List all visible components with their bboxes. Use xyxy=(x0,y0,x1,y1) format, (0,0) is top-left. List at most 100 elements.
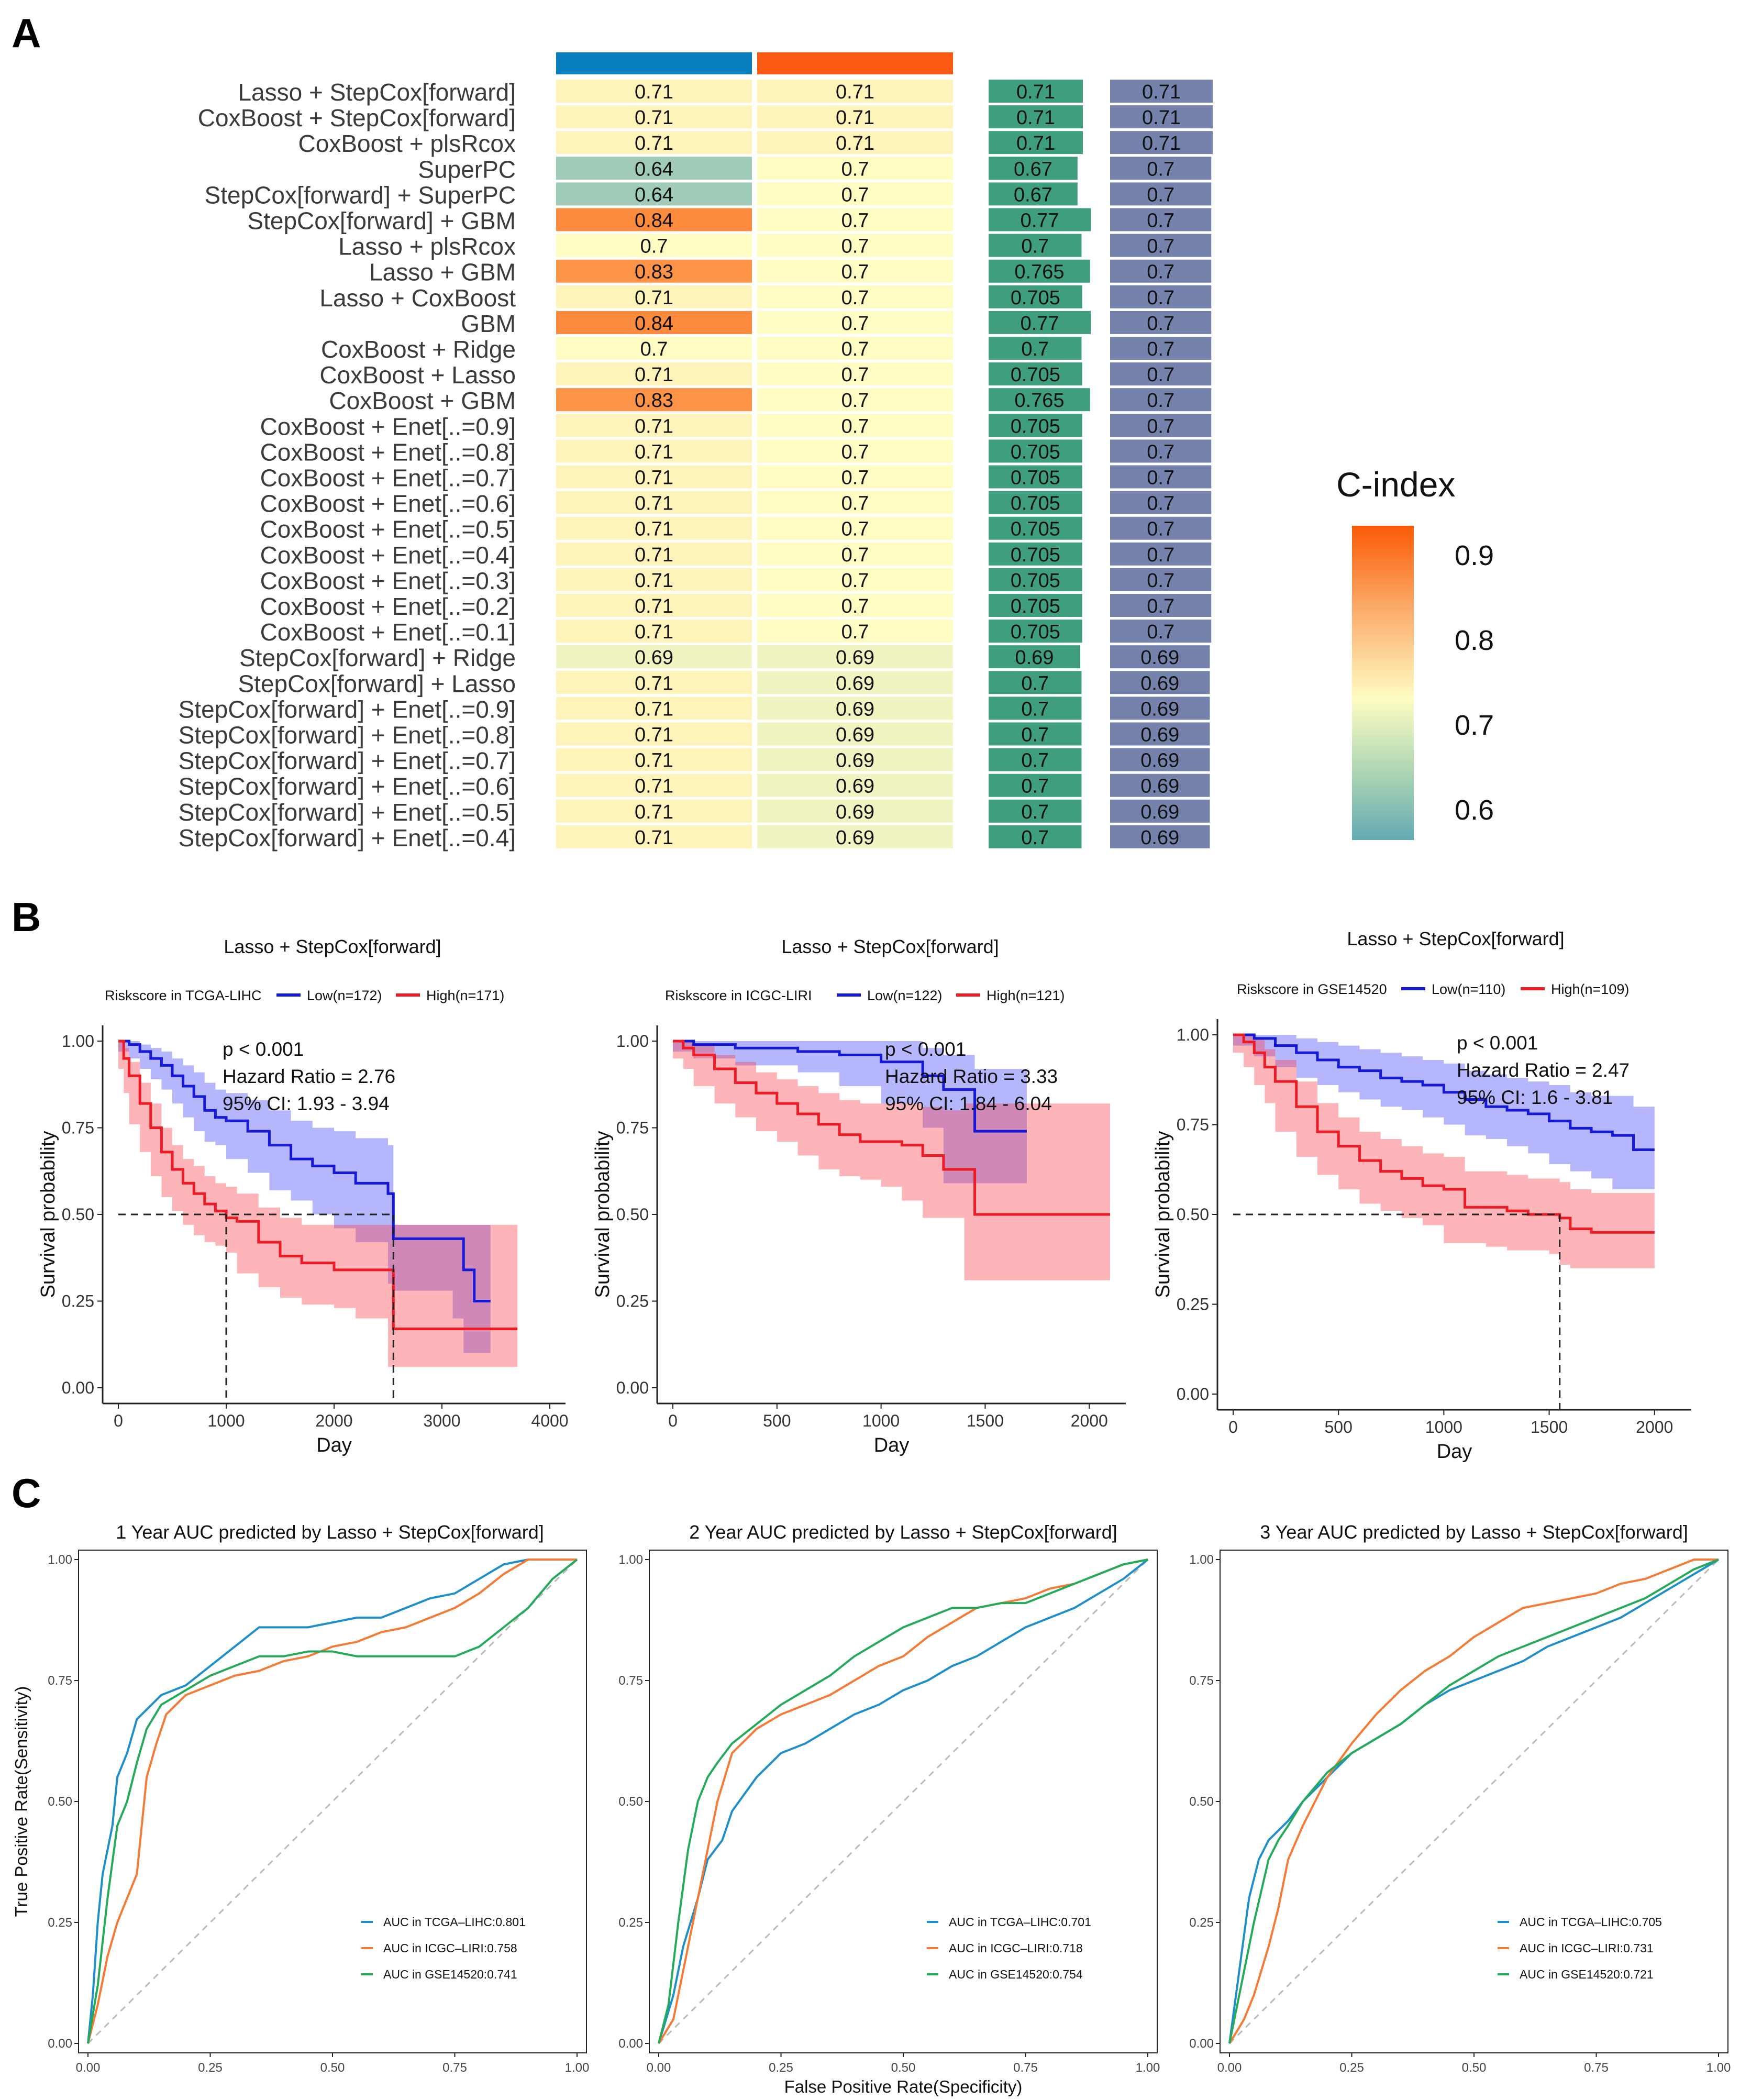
mean-cindex-all-bar xyxy=(1110,620,1212,643)
mean-cindex-value: 0.7 xyxy=(1021,698,1049,720)
mean-cindex-value: 0.705 xyxy=(1011,595,1060,617)
mean-cindex-all-value: 0.7 xyxy=(1147,184,1174,206)
panel-label-b: B xyxy=(12,894,41,940)
heat-value-col2: 0.69 xyxy=(836,724,874,746)
mean-cindex-all-bar xyxy=(1110,645,1210,669)
heat-value-col2: 0.7 xyxy=(841,415,869,437)
mean-cindex-all-value: 0.69 xyxy=(1140,776,1179,798)
mean-cindex-bar xyxy=(989,182,1078,206)
mean-cindex-all-bar xyxy=(1110,671,1210,694)
mean-cindex-all-value: 0.69 xyxy=(1140,827,1179,849)
roc-y-tick-label: 1.00 xyxy=(48,1553,72,1567)
heat-value-col1: 0.71 xyxy=(635,776,673,798)
mean-cindex-bar xyxy=(989,388,1090,412)
km-curve-low xyxy=(673,1040,1027,1133)
mean-cindex-all-value: 0.69 xyxy=(1140,698,1179,720)
km-legend-title: Riskscore in GSE14520 xyxy=(1237,981,1387,997)
km-legend-high: High(n=171) xyxy=(426,988,504,1003)
mean-cindex-all-value: 0.69 xyxy=(1140,672,1179,694)
km-x-label: Day xyxy=(874,1434,910,1456)
heat-cell-col1 xyxy=(556,362,752,386)
row-label: CoxBoost + GBM xyxy=(329,387,516,414)
heat-cell-col1 xyxy=(556,414,752,437)
heat-cell-col2 xyxy=(757,259,953,283)
heat-cell-col1 xyxy=(556,620,752,643)
mean-cindex-all-bar xyxy=(1110,516,1212,540)
mean-cindex-all-bar xyxy=(1110,542,1212,566)
km-y-tick-label: 0.75 xyxy=(616,1119,649,1137)
roc-curve-3 xyxy=(87,1559,578,2044)
km-curve-high xyxy=(118,1040,518,1330)
mean-cindex-bar xyxy=(989,259,1090,283)
mean-cindex-value: 0.7 xyxy=(1021,827,1049,849)
roc-curve-3 xyxy=(658,1559,1148,2044)
row-label: CoxBoost + Enet[..=0.8] xyxy=(260,438,516,466)
heat-value-col1: 0.71 xyxy=(635,467,673,489)
mean-cindex-all-bar xyxy=(1110,825,1210,848)
heat-cell-col2 xyxy=(757,388,953,412)
heat-value-col2: 0.69 xyxy=(836,827,874,849)
heat-cell-col2 xyxy=(757,594,953,617)
roc-x-tick-label: 1.00 xyxy=(1136,2061,1160,2075)
heat-cell-col1 xyxy=(556,799,752,823)
km-title: Lasso + StepCox[forward] xyxy=(224,936,441,957)
heat-value-col1: 0.71 xyxy=(635,132,673,154)
heat-cell-col1 xyxy=(556,157,752,180)
roc-curve-1 xyxy=(87,1559,577,2044)
heat-cell-col1 xyxy=(556,671,752,694)
mean-cindex-value: 0.765 xyxy=(1014,261,1064,283)
roc-legend-label: AUC in TCGA–LIHC:0.701 xyxy=(949,1915,1091,1929)
row-label: CoxBoost + Enet[..=0.6] xyxy=(260,490,516,517)
km-x-tick-label: 0 xyxy=(668,1411,678,1430)
mean-cindex-all-bar xyxy=(1110,157,1212,180)
heat-value-col2: 0.7 xyxy=(841,236,869,258)
heat-value-col2: 0.7 xyxy=(841,518,869,540)
roc-y-label: True Positive Rate(Sensitivity) xyxy=(12,1686,31,1917)
mean-cindex-all-bar xyxy=(1110,697,1210,720)
heat-value-col1: 0.83 xyxy=(635,390,673,412)
row-label: StepCox[forward] + Enet[..=0.9] xyxy=(179,695,516,723)
mean-cindex-all-bar xyxy=(1110,259,1212,283)
heat-value-col2: 0.7 xyxy=(841,338,869,360)
mean-cindex-value: 0.7 xyxy=(1021,724,1049,746)
legend-tick-label: 0.7 xyxy=(1455,710,1494,741)
heat-cell-col2 xyxy=(757,825,953,848)
heat-value-col1: 0.7 xyxy=(640,338,668,360)
km-x-tick-label: 0 xyxy=(114,1411,123,1430)
heat-cell-col2 xyxy=(757,362,953,386)
km-annotation: Hazard Ratio = 3.33 xyxy=(885,1066,1058,1087)
mean-cindex-all-bar xyxy=(1110,594,1212,617)
mean-cindex-all-value: 0.69 xyxy=(1140,647,1179,669)
mean-cindex-value: 0.77 xyxy=(1021,210,1059,232)
km-annotation: 95% CI: 1.93 - 3.94 xyxy=(223,1093,390,1114)
heat-cell-col2 xyxy=(757,131,953,154)
heat-cell-col1 xyxy=(556,105,752,129)
km-y-tick-label: 0.25 xyxy=(1177,1295,1209,1314)
roc-x-tick-label: 1.00 xyxy=(1706,2061,1731,2075)
roc-y-tick-label: 0.50 xyxy=(1189,1795,1214,1809)
km-x-tick-label: 1000 xyxy=(207,1411,245,1430)
mean-cindex-all-bar xyxy=(1110,182,1212,206)
panel-label-c: C xyxy=(12,1470,41,1516)
mean-cindex-all-value: 0.69 xyxy=(1140,750,1179,772)
km-y-tick-label: 0.75 xyxy=(62,1119,94,1137)
mean-cindex-all-value: 0.7 xyxy=(1147,570,1174,592)
row-label: StepCox[forward] + Ridge xyxy=(239,644,516,671)
heat-value-col2: 0.69 xyxy=(836,672,874,694)
km-y-tick-label: 0.50 xyxy=(62,1205,94,1224)
roc-curve-1 xyxy=(658,1559,1149,2044)
mean-cindex-all-bar xyxy=(1110,773,1210,797)
mean-cindex-value: 0.705 xyxy=(1011,570,1060,592)
roc-legend-label: AUC in ICGC–LIRI:0.758 xyxy=(383,1941,517,1955)
heat-cell-col2 xyxy=(757,697,953,720)
heat-cell-col1 xyxy=(556,748,752,771)
row-label: CoxBoost + Enet[..=0.1] xyxy=(260,618,516,646)
mean-cindex-all-value: 0.71 xyxy=(1142,107,1181,129)
km-legend-high: High(n=109) xyxy=(1551,981,1629,997)
heat-value-col2: 0.7 xyxy=(841,441,869,463)
roc-x-tick-label: 0.50 xyxy=(891,2061,916,2075)
heat-value-col2: 0.7 xyxy=(841,467,869,489)
mean-cindex-bar xyxy=(989,131,1083,154)
mean-cindex-value: 0.67 xyxy=(1014,158,1052,180)
